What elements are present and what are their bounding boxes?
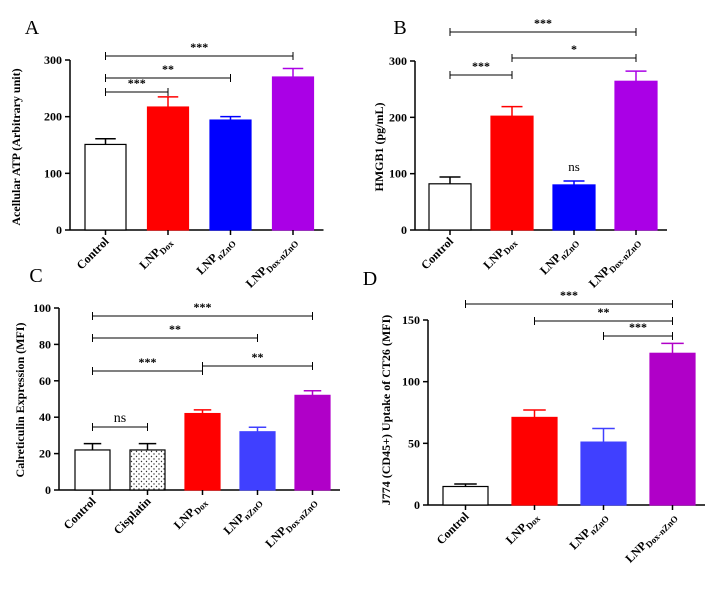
x-tick-label: LNPDox-nZnO [586,234,644,292]
y-tick-label: 150 [402,313,420,327]
panel-C: C Calreticulin Expression (MFI) 0 20 40 60 80 1… [13,265,340,552]
bar [442,485,489,506]
bar [649,352,696,506]
significance-label: *** [534,16,552,30]
x-tick-label: LNPnZnO [220,494,265,539]
x-tick-label: LNPDox-nZnO [262,494,320,552]
panel-letter: B [393,17,406,39]
significance-label: *** [139,355,157,369]
x-tick-label: LNPDox-nZnO [243,234,301,292]
x-tick-label: Control [61,494,99,532]
y-axis-label: Calreticulin Expression (MFI) [13,323,27,478]
x-tick-label: Control [434,509,472,547]
y-axis-label: Acellular ATP (Arbitrary unit) [9,68,23,225]
significance-label: * [571,42,577,56]
bar [239,431,276,491]
x-tick-label: LNPDox [480,234,520,274]
bar [428,183,472,231]
panel-A: A Acellular ATP (Arbitrary unit) 0 100 200 30… [9,17,324,292]
y-tick-label: 0 [401,223,407,237]
y-tick-label: 0 [45,483,51,497]
bar [74,449,111,491]
bar [271,76,315,231]
bar-annotation: ns [568,159,580,174]
x-tick-label: Control [418,234,456,272]
x-tick-label: Cisplatin [111,494,154,537]
bar [490,115,534,231]
x-tick-label: LNPnZnO [566,509,611,554]
y-tick-label: 100 [33,301,51,315]
significance-label: ** [162,62,174,76]
y-tick-label: 300 [44,53,62,67]
x-tick-label: Control [74,234,112,272]
y-axis-label: J774 (CD45+) Uptake of CT26 (MFI) [379,315,393,505]
bar [294,394,331,491]
panel-B: B HMGB1 (pg/mL) 0 100 200 300 Control LNPDox ns L… [372,16,667,292]
y-tick-label: 80 [39,337,51,351]
significance-label: *** [629,320,647,334]
y-tick-label: 0 [414,498,420,512]
bar [614,80,658,231]
panel-letter: D [363,268,377,290]
x-tick-label: LNPDox [136,234,176,274]
bar [552,184,596,231]
bar [129,449,166,491]
y-tick-label: 20 [39,447,51,461]
significance-label: *** [128,76,146,90]
significance-label: *** [560,288,578,302]
x-tick-label: LNPDox-nZnO [622,509,680,567]
y-tick-label: 40 [39,410,51,424]
x-tick-label: LNPnZnO [537,234,582,279]
significance-label: ns [114,411,126,426]
significance-label: ** [169,322,181,336]
x-tick-label: LNPDox [171,494,211,534]
y-tick-label: 200 [44,110,62,124]
significance-label: *** [472,59,490,73]
panel-letter: A [25,17,40,39]
panel-D: D J774 (CD45+) Uptake of CT26 (MFI) 0 50 100… [363,268,705,567]
bar [184,412,221,491]
y-axis-label: HMGB1 (pg/mL) [372,102,386,191]
y-tick-label: 300 [389,54,407,68]
significance-label: ** [252,350,264,364]
significance-label: *** [194,300,212,314]
bar [84,143,127,231]
y-tick-label: 100 [44,166,62,180]
bar [146,106,190,231]
y-tick-label: 0 [56,223,62,237]
significance-label: ** [598,305,610,319]
bar [511,416,558,506]
bar [580,441,627,506]
significance-label: *** [190,40,208,54]
x-tick-label: LNPnZnO [193,234,238,279]
y-tick-label: 60 [39,374,51,388]
y-tick-label: 200 [389,110,407,124]
y-tick-label: 100 [389,167,407,181]
y-tick-label: 50 [408,436,420,450]
y-tick-label: 100 [402,375,420,389]
panel-letter: C [29,265,42,287]
bar [209,119,252,231]
x-tick-label: LNPDox [503,509,543,549]
